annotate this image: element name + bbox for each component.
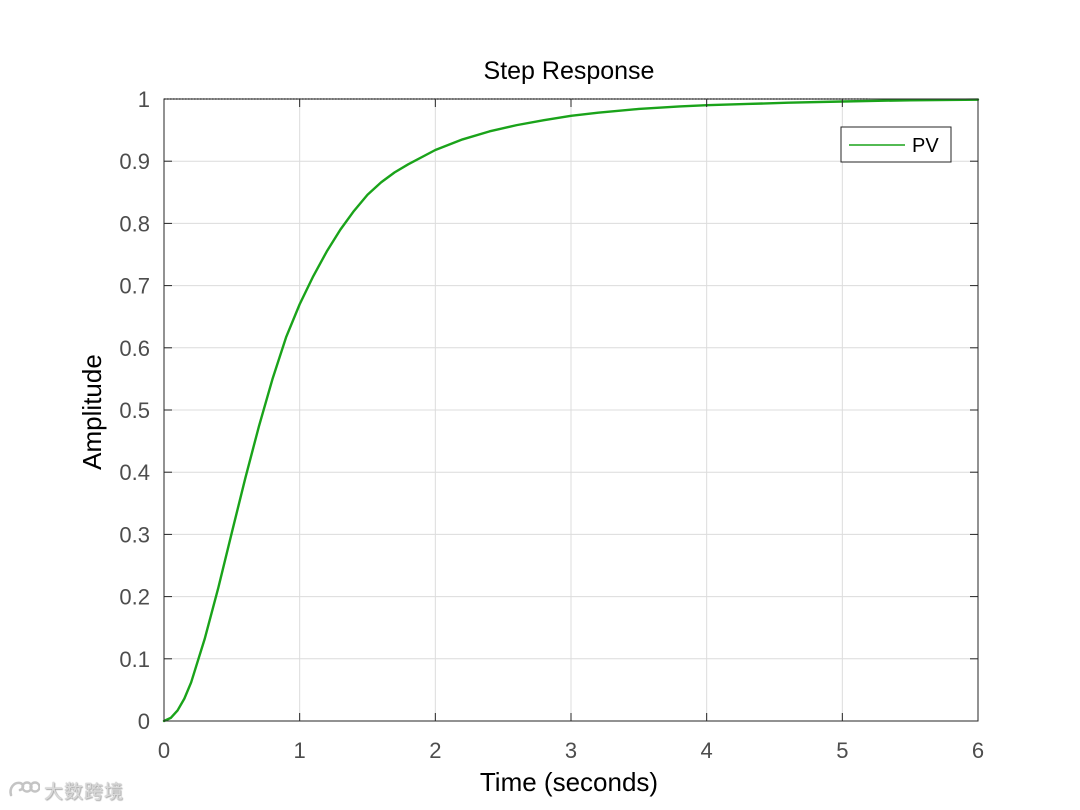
x-tick-label: 1 bbox=[294, 738, 306, 763]
y-axis-title: Amplitude bbox=[77, 354, 107, 470]
y-tick-label: 0.8 bbox=[119, 211, 150, 236]
y-tick-label: 0.7 bbox=[119, 274, 150, 299]
x-tick-label: 0 bbox=[158, 738, 170, 763]
y-tick-label: 0.3 bbox=[119, 522, 150, 547]
series-line-pv bbox=[162, 98, 980, 723]
y-tick-label: 0.9 bbox=[119, 149, 150, 174]
x-axis-title: Time (seconds) bbox=[480, 767, 658, 797]
chart-title: Step Response bbox=[484, 57, 655, 85]
y-tick-label: 0 bbox=[138, 709, 150, 734]
y-tick-label: 0.1 bbox=[119, 647, 150, 672]
ticks bbox=[163, 98, 979, 722]
x-tick-label: 6 bbox=[972, 738, 984, 763]
watermark: 大数跨境 bbox=[8, 776, 124, 804]
logo-icon bbox=[9, 781, 40, 797]
y-tick-label: 0.6 bbox=[119, 336, 150, 361]
x-tick-label: 3 bbox=[565, 738, 577, 763]
y-tick-label: 1 bbox=[138, 87, 150, 112]
x-tick-label: 4 bbox=[701, 738, 713, 763]
legend: PV bbox=[840, 126, 952, 163]
y-tick-label: 0.2 bbox=[119, 585, 150, 610]
watermark-text: 大数跨境 bbox=[44, 780, 125, 803]
series-group bbox=[162, 98, 980, 723]
x-tick-label: 5 bbox=[836, 738, 848, 763]
x-tick-label: 2 bbox=[429, 738, 441, 763]
y-tick-label: 0.5 bbox=[119, 398, 150, 423]
legend-label-pv: PV bbox=[912, 135, 939, 157]
y-tick-label: 0.4 bbox=[119, 460, 150, 485]
tick-labels: 0 1 2 3 4 5 6 0 0.1 0.2 0.3 0.4 0.5 0.6 0.7 0.8 0.9 1 bbox=[119, 87, 984, 763]
